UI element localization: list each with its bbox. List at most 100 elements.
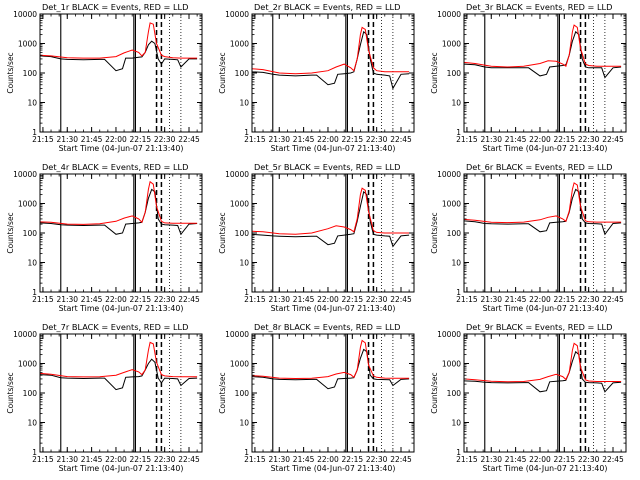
x-tick-label: 22:15 xyxy=(342,455,364,464)
series-line-events xyxy=(252,30,410,90)
y-tick-label: 10000 xyxy=(437,10,461,19)
x-tick-label: 21:30 xyxy=(56,455,78,464)
plot-area xyxy=(464,334,622,452)
x-tick-label: 21:30 xyxy=(268,455,290,464)
y-tick-label: 1 xyxy=(32,288,37,297)
x-tick-label: 22:45 xyxy=(178,455,200,464)
series-line-events xyxy=(464,188,622,236)
series-line-events xyxy=(252,190,410,248)
y-tick-label: 10000 xyxy=(225,10,249,19)
y-tick-label: 1 xyxy=(244,448,249,457)
y-tick-label: 10 xyxy=(451,419,461,428)
x-tick-label: 22:15 xyxy=(554,135,576,144)
series-line-lld xyxy=(464,182,622,224)
series-line-lld xyxy=(252,187,410,235)
x-tick-label: 22:15 xyxy=(130,455,152,464)
y-tick-label: 1000 xyxy=(442,40,461,49)
x-tick-label: 22:45 xyxy=(390,455,412,464)
plot-frame xyxy=(39,13,203,133)
y-tick-label: 1000 xyxy=(18,200,37,209)
plot-area xyxy=(40,334,198,452)
y-axis-label: Counts/sec xyxy=(218,52,227,93)
series-line-lld xyxy=(40,180,198,225)
panel-8: Det_8r BLACK = Events, RED = LLD 1 10 100 10… xyxy=(218,322,415,473)
y-tick-label: 10000 xyxy=(13,10,37,19)
x-tick-label: 21:45 xyxy=(293,455,315,464)
plot-area xyxy=(252,14,410,132)
series-line-events xyxy=(464,30,622,79)
x-tick-label: 21:45 xyxy=(505,295,527,304)
x-tick-label: 21:45 xyxy=(81,295,103,304)
x-tick-label: 22:30 xyxy=(154,295,176,304)
panel-4: Det_4r BLACK = Events, RED = LLD 1 10 100 10… xyxy=(6,162,203,313)
panel-title: Det_9r BLACK = Events, RED = LLD xyxy=(466,322,612,332)
y-tick-label: 1000 xyxy=(442,200,461,209)
plot-area xyxy=(464,14,622,132)
series-line-lld xyxy=(464,342,622,383)
x-tick-label: 21:30 xyxy=(480,295,502,304)
series-line-lld xyxy=(252,339,410,380)
x-axis-label: Start Time (04-Jun-07 21:13:40) xyxy=(271,144,396,153)
y-axis-label: Counts/sec xyxy=(218,212,227,253)
y-tick-label: 10 xyxy=(451,99,461,108)
y-tick-label: 10000 xyxy=(437,330,461,339)
y-tick-label: 10000 xyxy=(13,330,37,339)
plot-frame xyxy=(463,173,627,293)
x-axis-label: Start Time (04-Jun-07 21:13:40) xyxy=(483,464,608,473)
y-tick-label: 10 xyxy=(451,259,461,268)
y-axis-label: Counts/sec xyxy=(6,372,15,413)
y-tick-label: 100 xyxy=(235,229,250,238)
y-tick-label: 10000 xyxy=(437,170,461,179)
panel-title: Det_6r BLACK = Events, RED = LLD xyxy=(466,162,612,172)
x-tick-label: 21:30 xyxy=(268,295,290,304)
y-tick-label: 10000 xyxy=(225,330,249,339)
x-tick-label: 22:15 xyxy=(342,295,364,304)
x-tick-label: 21:15 xyxy=(244,455,266,464)
y-axis-label: Counts/sec xyxy=(6,52,15,93)
series-line-events xyxy=(40,188,198,236)
x-tick-label: 21:15 xyxy=(32,135,54,144)
y-tick-label: 1 xyxy=(244,128,249,137)
y-tick-label: 1000 xyxy=(230,360,249,369)
plot-area xyxy=(40,174,198,292)
x-tick-label: 22:45 xyxy=(390,135,412,144)
panel-title: Det_1r BLACK = Events, RED = LLD xyxy=(42,2,188,12)
x-tick-label: 21:30 xyxy=(480,455,502,464)
x-tick-label: 21:30 xyxy=(480,135,502,144)
x-tick-label: 22:45 xyxy=(178,295,200,304)
panel-title: Det_2r BLACK = Events, RED = LLD xyxy=(254,2,400,12)
x-tick-label: 22:30 xyxy=(154,455,176,464)
y-tick-label: 1 xyxy=(456,128,461,137)
y-tick-label: 10 xyxy=(27,419,37,428)
series-line-lld xyxy=(40,22,198,59)
panel-1: Det_1r BLACK = Events, RED = LLD 1 10 100 10… xyxy=(6,2,203,153)
x-tick-label: 21:30 xyxy=(268,135,290,144)
x-tick-label: 22:45 xyxy=(390,295,412,304)
x-tick-label: 21:45 xyxy=(505,455,527,464)
y-tick-label: 10 xyxy=(239,419,249,428)
x-tick-label: 22:45 xyxy=(602,455,624,464)
series-line-events xyxy=(40,358,198,391)
x-tick-label: 21:15 xyxy=(244,135,266,144)
y-axis-label: Counts/sec xyxy=(430,52,439,93)
y-tick-label: 1 xyxy=(456,288,461,297)
x-tick-label: 22:45 xyxy=(602,295,624,304)
plot-area xyxy=(464,174,622,292)
x-tick-label: 21:15 xyxy=(456,295,478,304)
x-tick-label: 22:00 xyxy=(529,455,551,464)
y-axis-label: Counts/sec xyxy=(6,212,15,253)
y-tick-label: 10 xyxy=(239,99,249,108)
y-tick-label: 10000 xyxy=(225,170,249,179)
panel-title: Det_7r BLACK = Events, RED = LLD xyxy=(42,322,188,332)
y-tick-label: 1 xyxy=(32,128,37,137)
y-tick-label: 1000 xyxy=(18,40,37,49)
plot-frame xyxy=(463,333,627,453)
x-tick-label: 22:30 xyxy=(578,135,600,144)
y-tick-label: 10000 xyxy=(13,170,37,179)
x-axis-label: Start Time (04-Jun-07 21:13:40) xyxy=(483,304,608,313)
x-tick-label: 22:15 xyxy=(554,295,576,304)
series-line-lld xyxy=(40,341,198,378)
x-axis-label: Start Time (04-Jun-07 21:13:40) xyxy=(271,464,396,473)
plot-frame xyxy=(251,333,415,453)
